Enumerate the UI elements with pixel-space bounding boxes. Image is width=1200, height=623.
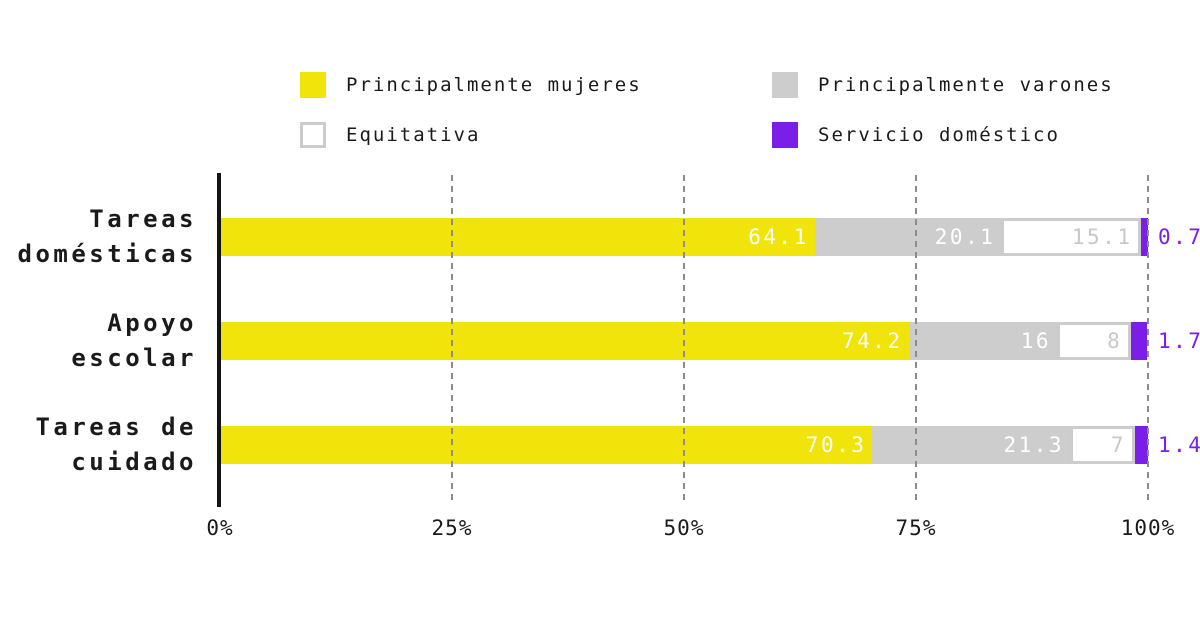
category-label-2: Tareas de cuidado xyxy=(0,410,197,480)
bar-segment-varones: 16 xyxy=(908,322,1058,360)
gridline-50 xyxy=(683,175,685,505)
bar-row-0: 64.1 20.1 15.1 0.7 xyxy=(220,218,1200,256)
bar-segment-equitativa: 15.1 xyxy=(1001,218,1142,256)
category-label-1: Apoyo escolar xyxy=(0,306,197,376)
legend-swatch-domestico xyxy=(772,122,798,148)
plot-area: 0% 25% 50% 75% 100% 64.1 20.1 15.1 0.7 74.2 16 8 1.7… xyxy=(206,173,1200,540)
bar-segment-equitativa: 8 xyxy=(1057,322,1132,360)
category-label-line: escolar xyxy=(71,344,197,372)
bar-value-domestico: 0.7 xyxy=(1158,225,1200,249)
category-label-line: Tareas xyxy=(89,205,197,233)
x-tick-label-100: 100% xyxy=(1120,516,1176,540)
bar-segment-mujeres: 70.3 xyxy=(220,426,873,464)
x-tick-label-50: 50% xyxy=(663,516,705,540)
bar-value-domestico: 1.7 xyxy=(1158,329,1200,353)
bar-value-mujeres: 70.3 xyxy=(805,433,867,457)
bar-value-mujeres: 64.1 xyxy=(748,225,809,249)
legend-item-equitativa: Equitativa xyxy=(300,122,772,148)
bar-segment-domestico xyxy=(1134,426,1148,464)
bar-segment-mujeres: 64.1 xyxy=(220,218,815,256)
legend-label-varones: Principalmente varones xyxy=(818,74,1114,96)
gridline-75 xyxy=(915,175,917,505)
bar-segment-domestico xyxy=(1131,322,1148,360)
bar-value-mujeres: 74.2 xyxy=(841,329,903,353)
bar-value-equitativa: 8 xyxy=(1107,329,1123,353)
x-tick-label-75: 75% xyxy=(895,516,937,540)
bar-value-varones: 20.1 xyxy=(934,225,996,249)
bar-segment-varones: 21.3 xyxy=(872,426,1071,464)
legend-swatch-mujeres xyxy=(300,72,326,98)
bar-value-equitativa: 7 xyxy=(1110,433,1126,457)
legend-item-domestico: Servicio doméstico xyxy=(772,122,1114,148)
legend-label-mujeres: Principalmente mujeres xyxy=(346,74,642,96)
legend: Principalmente mujeres Principalmente var… xyxy=(300,72,1114,148)
bar-value-varones: 21.3 xyxy=(1003,433,1065,457)
x-tick-label-0: 0% xyxy=(206,516,234,540)
legend-swatch-varones xyxy=(772,72,798,98)
bar-row-1: 74.2 16 8 1.7 xyxy=(220,322,1200,360)
bar-value-varones: 16 xyxy=(1020,329,1052,353)
bar-row-2: 70.3 21.3 7 1.4 xyxy=(220,426,1200,464)
bar-segment-domestico xyxy=(1141,218,1148,256)
legend-swatch-equitativa xyxy=(300,122,326,148)
category-label-line: cuidado xyxy=(71,448,197,476)
legend-item-varones: Principalmente varones xyxy=(772,72,1114,98)
y-axis-line xyxy=(217,173,221,507)
x-tick-label-25: 25% xyxy=(431,516,473,540)
legend-item-mujeres: Principalmente mujeres xyxy=(300,72,772,98)
category-label-line: Apoyo xyxy=(107,309,197,337)
bar-value-domestico: 1.4 xyxy=(1158,433,1200,457)
gridline-25 xyxy=(451,175,453,505)
gridline-100 xyxy=(1147,175,1149,505)
category-label-0: Tareas domésticas xyxy=(0,202,197,272)
category-label-line: domésticas xyxy=(17,240,197,268)
bar-segment-equitativa: 7 xyxy=(1070,426,1135,464)
bar-value-equitativa: 15.1 xyxy=(1071,225,1133,249)
bar-segment-mujeres: 74.2 xyxy=(220,322,909,360)
bar-segment-varones: 20.1 xyxy=(814,218,1002,256)
legend-label-domestico: Servicio doméstico xyxy=(818,124,1060,146)
category-label-line: Tareas de xyxy=(35,413,197,441)
legend-label-equitativa: Equitativa xyxy=(346,124,481,146)
